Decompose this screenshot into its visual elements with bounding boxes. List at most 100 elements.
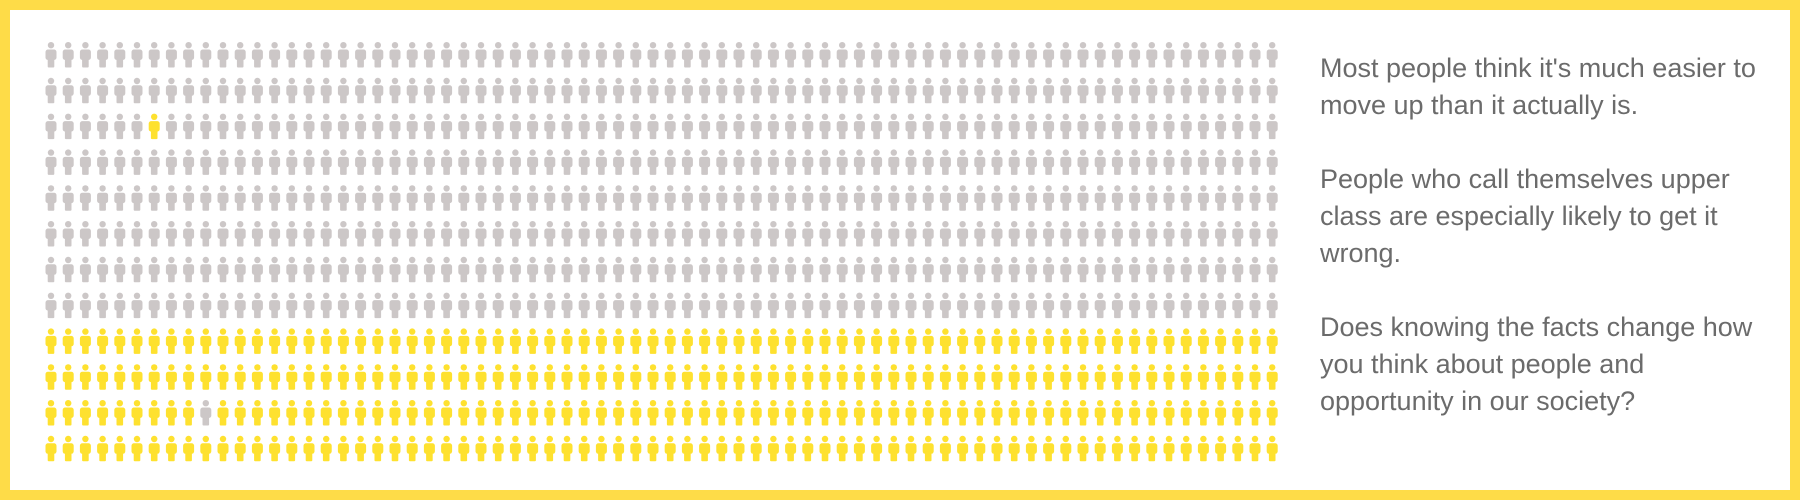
person-icon — [1111, 221, 1123, 247]
person-icon — [458, 400, 470, 426]
person-icon — [131, 364, 143, 390]
person-icon — [406, 364, 418, 390]
person-icon — [320, 149, 332, 175]
person-icon — [97, 256, 109, 283]
person-icon — [1025, 435, 1037, 462]
person-icon — [234, 400, 246, 426]
person-icon — [1025, 149, 1037, 175]
person-icon — [595, 292, 607, 319]
person-icon — [595, 113, 607, 140]
person-icon — [544, 328, 556, 354]
person-icon — [1249, 292, 1261, 319]
person-icon — [320, 221, 332, 247]
person-icon — [337, 364, 349, 390]
person-icon — [991, 435, 1003, 462]
person-icon — [320, 400, 332, 426]
person-icon — [1025, 221, 1037, 247]
person-icon — [1129, 400, 1141, 426]
person-icon — [1266, 42, 1278, 68]
person-icon — [492, 400, 504, 426]
person-icon — [131, 113, 143, 140]
person-icon — [699, 113, 711, 140]
person-icon — [613, 42, 625, 68]
paragraph-question: Does knowing the facts change how you th… — [1320, 312, 1753, 416]
person-icon — [664, 435, 676, 462]
person-icon — [372, 328, 384, 354]
person-icon — [251, 256, 263, 283]
person-icon — [1043, 435, 1055, 462]
person-icon — [871, 364, 883, 390]
person-icon — [819, 185, 831, 211]
person-icon — [458, 149, 470, 175]
person-icon — [62, 256, 74, 283]
person-icon — [131, 328, 143, 354]
person-icon — [1163, 113, 1175, 140]
person-icon — [234, 221, 246, 247]
person-icon — [630, 400, 642, 426]
person-icon — [200, 400, 212, 426]
person-icon — [1146, 185, 1158, 211]
person-icon — [217, 364, 229, 390]
person-icon — [974, 328, 986, 354]
person-icon — [45, 400, 57, 426]
person-icon — [1232, 328, 1244, 354]
person-icon — [1197, 42, 1209, 68]
person-icon — [939, 400, 951, 426]
person-icon — [922, 364, 934, 390]
person-icon — [1043, 42, 1055, 68]
person-icon — [1008, 364, 1020, 390]
person-icon — [905, 113, 917, 140]
person-icon — [286, 42, 298, 68]
person-icon — [97, 42, 109, 68]
person-icon — [251, 328, 263, 354]
person-icon — [527, 77, 539, 104]
person-icon — [1146, 435, 1158, 462]
person-icon — [131, 292, 143, 319]
person-icon — [286, 256, 298, 283]
person-icon — [1077, 364, 1089, 390]
person-icon — [699, 256, 711, 283]
person-icon — [97, 77, 109, 104]
person-icon — [1146, 42, 1158, 68]
person-icon — [165, 42, 177, 68]
person-icon — [905, 328, 917, 354]
person-icon — [802, 77, 814, 104]
person-icon — [1043, 149, 1055, 175]
person-icon — [1249, 364, 1261, 390]
person-icon — [1215, 328, 1227, 354]
person-icon — [1197, 328, 1209, 354]
person-icon — [165, 256, 177, 283]
person-icon — [475, 77, 487, 104]
person-icon — [647, 364, 659, 390]
person-icon — [785, 256, 797, 283]
person-icon — [767, 364, 779, 390]
person-icon — [1266, 435, 1278, 462]
person-icon — [475, 113, 487, 140]
person-icon — [853, 435, 865, 462]
person-icon — [79, 42, 91, 68]
person-icon — [62, 328, 74, 354]
person-icon — [1060, 400, 1072, 426]
person-icon — [148, 221, 160, 247]
person-icon — [681, 256, 693, 283]
person-icon — [62, 435, 74, 462]
person-icon — [871, 221, 883, 247]
person-icon — [1043, 328, 1055, 354]
person-icon — [922, 77, 934, 104]
person-icon — [372, 435, 384, 462]
person-icon — [286, 149, 298, 175]
person-icon — [1111, 185, 1123, 211]
person-icon — [544, 364, 556, 390]
person-icon — [785, 435, 797, 462]
person-icon — [200, 185, 212, 211]
person-icon — [458, 185, 470, 211]
person-icon — [544, 113, 556, 140]
person-icon — [1008, 435, 1020, 462]
person-icon — [475, 364, 487, 390]
person-icon — [303, 256, 315, 283]
person-icon — [888, 364, 900, 390]
person-icon — [922, 328, 934, 354]
person-icon — [527, 113, 539, 140]
person-icon — [200, 149, 212, 175]
person-icon — [1146, 221, 1158, 247]
